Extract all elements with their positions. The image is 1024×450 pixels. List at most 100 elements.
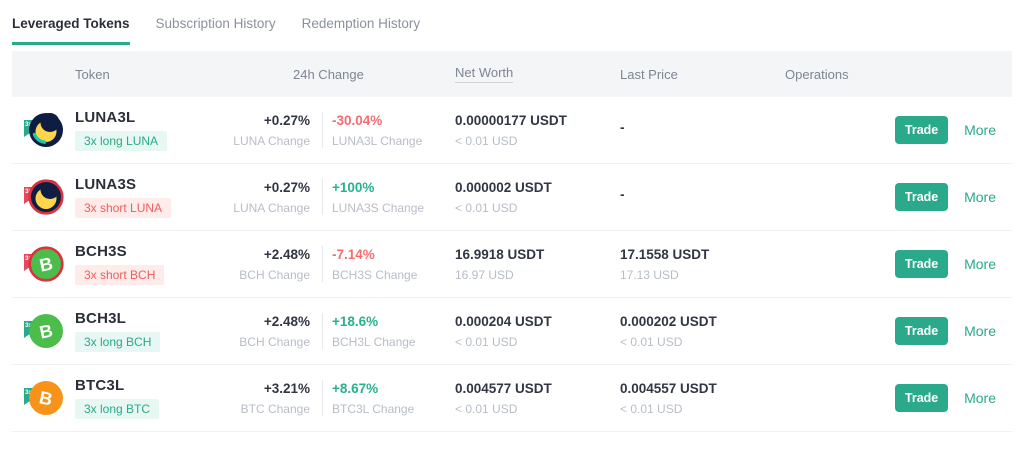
table-row: 3x LUNA3L 3x long LUNA +0.27% LUNA Chang…	[12, 97, 1012, 164]
change-divider	[322, 246, 323, 282]
token-name: BCH3S	[75, 243, 127, 260]
last-price-usdt: -	[620, 119, 625, 135]
base-change-value: +0.27%	[263, 112, 310, 128]
last-price-usdt: -	[620, 186, 625, 202]
table-row: 3x LUNA3S 3x short LUNA +0.27% LUNA Chan…	[12, 164, 1012, 231]
token-icon: 3x B	[24, 245, 65, 283]
last-price-usdt: 0.000202 USDT	[620, 313, 717, 329]
trade-button[interactable]: Trade	[895, 317, 949, 345]
last-price-usd: < 0.01 USD	[620, 334, 683, 349]
trade-button[interactable]: Trade	[895, 384, 949, 412]
token-name: LUNA3S	[75, 176, 137, 193]
table-body: 3x LUNA3L 3x long LUNA +0.27% LUNA Chang…	[12, 97, 1012, 432]
last-price-cell: 0.000202 USDT < 0.01 USD	[607, 314, 772, 349]
ribbon-label: 3x	[25, 322, 33, 329]
ribbon-label: 3x	[25, 121, 33, 128]
trade-button[interactable]: Trade	[895, 183, 949, 211]
base-change-value: +2.48%	[263, 313, 310, 329]
ribbon-label: 3x	[25, 188, 33, 195]
change-cell: +0.27% LUNA Change +100% LUNA3S Change	[227, 179, 442, 215]
leverage-badge: 3x long BCH	[75, 332, 161, 352]
operations-cell: Trade More	[772, 250, 1012, 278]
change-cell: +0.27% LUNA Change -30.04% LUNA3L Change	[227, 112, 442, 148]
token-icon: 3x B	[24, 379, 65, 417]
more-link[interactable]: More	[964, 122, 996, 138]
leverage-badge: 3x short BCH	[75, 265, 165, 285]
operations-cell: Trade More	[772, 183, 1012, 211]
token-change-value: -7.14%	[332, 246, 375, 262]
last-price-cell: -	[607, 187, 772, 208]
net-worth-usdt: 0.000002 USDT	[455, 179, 552, 195]
token-change-value: +18.6%	[332, 313, 379, 329]
more-link[interactable]: More	[964, 189, 996, 205]
more-link[interactable]: More	[964, 390, 996, 406]
tab-bar: Leveraged Tokens Subscription History Re…	[0, 0, 1024, 45]
operations-cell: Trade More	[772, 116, 1012, 144]
net-worth-cell: 0.000002 USDT < 0.01 USD	[442, 180, 607, 215]
operations-cell: Trade More	[772, 317, 1012, 345]
last-price-cell: 0.004557 USDT < 0.01 USD	[607, 381, 772, 416]
token-name: BTC3L	[75, 377, 125, 394]
operations-cell: Trade More	[772, 384, 1012, 412]
ribbon-label: 3x	[25, 255, 33, 262]
coin-logo-icon: B	[28, 313, 64, 349]
net-worth-usd: 16.97 USD	[455, 267, 514, 282]
leveraged-tokens-table: Token 24h Change Net Worth Last Price Op…	[12, 51, 1012, 432]
svg-text:B: B	[37, 387, 54, 409]
base-change-label: BTC Change	[240, 401, 310, 416]
token-name: BCH3L	[75, 310, 127, 327]
net-worth-usdt: 0.004577 USDT	[455, 380, 552, 396]
tab-redemption-history[interactable]: Redemption History	[301, 16, 421, 31]
more-link[interactable]: More	[964, 323, 996, 339]
last-price-usd: < 0.01 USD	[620, 401, 683, 416]
token-cell: 3x B BCH3L 3x long BCH	[12, 310, 227, 352]
token-change-value: +100%	[332, 179, 375, 195]
base-change-value: +0.27%	[263, 179, 310, 195]
table-header-row: Token 24h Change Net Worth Last Price Op…	[12, 51, 1012, 97]
tab-leveraged-tokens[interactable]: Leveraged Tokens	[12, 16, 130, 45]
svg-text:B: B	[38, 253, 55, 275]
net-worth-usdt: 16.9918 USDT	[455, 246, 545, 262]
token-icon: 3x B	[24, 312, 65, 350]
column-header-token: Token	[75, 66, 110, 82]
token-change-value: -30.04%	[332, 112, 383, 128]
token-change-label: BCH3L Change	[332, 334, 416, 349]
base-change-value: +2.48%	[263, 246, 310, 262]
net-worth-usdt: 0.00000177 USDT	[455, 112, 567, 128]
net-worth-usd: < 0.01 USD	[455, 200, 518, 215]
base-change-label: BCH Change	[239, 334, 310, 349]
table-row: 3x B BCH3L 3x long BCH +2.48% BCH Change…	[12, 298, 1012, 365]
last-price-cell: -	[607, 120, 772, 141]
coin-logo-icon	[28, 112, 64, 148]
token-cell: 3x LUNA3S 3x short LUNA	[12, 176, 227, 218]
change-divider	[322, 313, 323, 349]
base-change-value: +3.21%	[263, 380, 310, 396]
trade-button[interactable]: Trade	[895, 250, 949, 278]
column-header-last-price: Last Price	[620, 66, 678, 82]
last-price-cell: 17.1558 USDT 17.13 USD	[607, 247, 772, 282]
token-icon: 3x	[24, 111, 65, 149]
change-cell: +2.48% BCH Change +18.6% BCH3L Change	[227, 313, 442, 349]
coin-logo-icon: B	[28, 380, 64, 416]
coin-logo-icon: B	[28, 246, 64, 282]
net-worth-cell: 0.004577 USDT < 0.01 USD	[442, 381, 607, 416]
tab-subscription-history[interactable]: Subscription History	[155, 16, 276, 31]
net-worth-cell: 16.9918 USDT 16.97 USD	[442, 247, 607, 282]
base-change-label: BCH Change	[239, 267, 310, 282]
more-link[interactable]: More	[964, 256, 996, 272]
column-header-net-worth[interactable]: Net Worth	[442, 65, 607, 83]
net-worth-usd: < 0.01 USD	[455, 401, 518, 416]
net-worth-usd: < 0.01 USD	[455, 133, 518, 148]
token-change-label: BTC3L Change	[332, 401, 415, 416]
table-row: 3x B BCH3S 3x short BCH +2.48% BCH Chang…	[12, 231, 1012, 298]
base-change-label: LUNA Change	[233, 200, 310, 215]
token-cell: 3x B BCH3S 3x short BCH	[12, 243, 227, 285]
token-name: LUNA3L	[75, 109, 136, 126]
ribbon-label: 3x	[25, 389, 33, 396]
trade-button[interactable]: Trade	[895, 116, 949, 144]
column-header-24h-change: 24h Change	[293, 66, 364, 82]
table-row: 3x B BTC3L 3x long BTC +3.21% BTC Change…	[12, 365, 1012, 432]
change-divider	[322, 380, 323, 416]
leverage-badge: 3x long BTC	[75, 399, 160, 419]
token-cell: 3x LUNA3L 3x long LUNA	[12, 109, 227, 151]
